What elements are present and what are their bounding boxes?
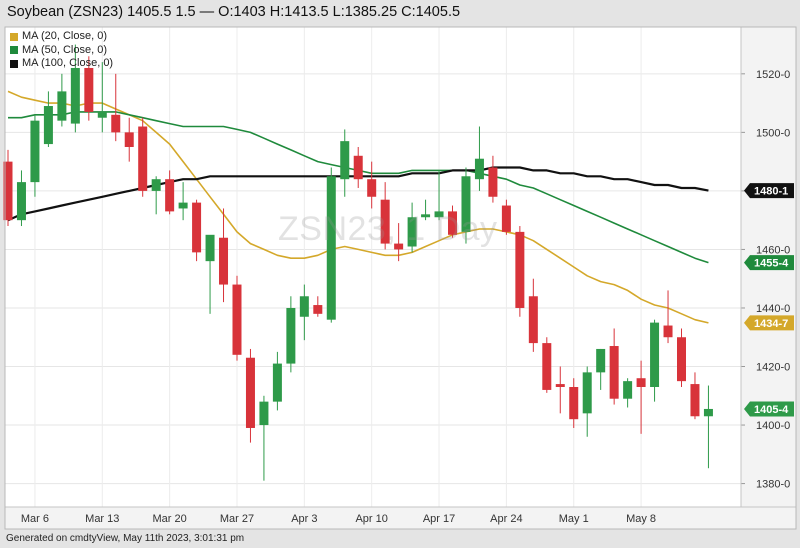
date-axis-background: [5, 507, 796, 529]
y-tick-label: 1440-0: [756, 303, 790, 315]
y-tick-label: 1500-0: [756, 127, 790, 139]
legend: MA (20, Close, 0) MA (50, Close, 0) MA (…: [10, 30, 113, 71]
x-tick-label: Apr 17: [423, 513, 455, 525]
y-tick-label: 1420-0: [756, 362, 790, 374]
date-axis: Mar 6 Mar 13 Mar 20 Mar 27 Apr 3 Apr 10 Apr 17…: [5, 506, 796, 525]
candle-body: [448, 211, 458, 235]
legend-swatch: [10, 46, 18, 55]
candle-body: [3, 161, 13, 221]
price-tag-label: 1405-4: [754, 404, 789, 416]
candle-body: [30, 120, 40, 183]
candle-body: [434, 211, 444, 218]
candle-body: [70, 67, 80, 124]
candle-body: [515, 231, 525, 308]
candlesticks: [3, 44, 713, 481]
candle-body: [663, 325, 673, 338]
candle-body: [569, 387, 579, 420]
legend-label: MA (20, Close, 0): [22, 30, 107, 42]
candle-body: [596, 348, 606, 373]
candle-body: [528, 296, 538, 344]
candle-body: [326, 176, 336, 320]
candle-body: [367, 179, 377, 197]
legend-swatch: [10, 32, 18, 41]
x-tick-label: Mar 20: [153, 513, 187, 525]
candle-body: [219, 237, 229, 285]
candle-body: [178, 202, 188, 209]
y-tick-label: 1380-0: [756, 479, 790, 491]
x-tick-label: May 1: [559, 513, 589, 525]
candle-body: [394, 243, 404, 250]
price-tag-label: 1480-1: [754, 186, 788, 198]
legend-item-ma20[interactable]: MA (20, Close, 0): [10, 30, 113, 44]
candle-body: [501, 205, 511, 232]
candle-body: [57, 91, 67, 121]
candle-body: [380, 199, 390, 244]
candle-body: [286, 307, 296, 364]
candle-body: [205, 234, 215, 262]
candle-body: [677, 337, 686, 382]
candle-body: [461, 176, 471, 232]
x-tick-label: Mar 6: [21, 513, 49, 525]
candle-body: [488, 167, 498, 197]
x-tick-label: May 8: [626, 513, 656, 525]
price-tag-badge: [744, 255, 794, 271]
generated-footer: Generated on cmdtyView, May 11th 2023, 3…: [6, 533, 245, 544]
candle-body: [245, 357, 255, 428]
candle-body: [299, 296, 309, 317]
candle-body: [690, 384, 700, 417]
candle-body: [84, 67, 94, 112]
candle-body: [97, 111, 107, 118]
legend-swatch: [10, 59, 18, 68]
candle-body: [340, 141, 350, 180]
price-tag-badge: [744, 315, 794, 331]
legend-label: MA (100, Close, 0): [22, 57, 114, 69]
y-tick-label: 1460-0: [756, 244, 790, 256]
candle-body: [582, 372, 592, 414]
price-tag-label: 1434-7: [754, 318, 788, 330]
candle-body: [542, 343, 552, 390]
chart-title: Soybean (ZSN23) 1405.5 1.5 — O:1403 H:14…: [7, 4, 461, 20]
candle-body: [555, 384, 565, 387]
candle-body: [232, 284, 242, 355]
candle-body: [703, 408, 713, 417]
candle-body: [111, 114, 121, 133]
legend-label: MA (50, Close, 0): [22, 43, 107, 56]
candle-body: [609, 346, 619, 399]
price-tag-label: 1455-4: [754, 258, 789, 270]
candle-body: [313, 305, 323, 314]
candle-body: [421, 214, 431, 218]
candle-body: [272, 363, 282, 402]
candle-body: [474, 158, 484, 180]
legend-item-ma100[interactable]: MA (100, Close, 0): [10, 57, 113, 71]
candle-body: [138, 126, 148, 191]
x-tick-label: Mar 13: [85, 513, 119, 525]
x-tick-label: Apr 10: [355, 513, 387, 525]
plot-background: [5, 27, 741, 507]
candle-body: [43, 106, 53, 145]
x-tick-label: Mar 27: [220, 513, 254, 525]
candle-body: [353, 155, 363, 180]
candle-body: [192, 202, 202, 253]
candle-body: [650, 322, 660, 387]
candle-body: [165, 179, 175, 212]
candle-body: [259, 401, 269, 426]
symbol-watermark: ZSN23, 1 Day: [278, 210, 498, 248]
chart-border: [4, 26, 797, 530]
candle-body: [407, 217, 417, 247]
candle-body: [16, 182, 26, 221]
x-tick-label: Apr 3: [291, 513, 317, 525]
legend-item-ma50[interactable]: MA (50, Close, 0): [10, 44, 113, 58]
candle-body: [636, 378, 646, 387]
y-tick-label: 1400-0: [756, 420, 790, 432]
ma-line: [7, 90, 709, 324]
price-tag-badge: [744, 401, 794, 417]
x-tick-label: Apr 24: [490, 513, 522, 525]
price-tags: 1480-1 1455-4 1434-7 1405-4: [744, 183, 794, 417]
candle-body: [623, 381, 633, 399]
candle-body: [151, 179, 161, 191]
candle-body: [124, 132, 134, 147]
y-tick-label: 1520-0: [756, 69, 790, 81]
price-tag-badge: [744, 183, 794, 199]
